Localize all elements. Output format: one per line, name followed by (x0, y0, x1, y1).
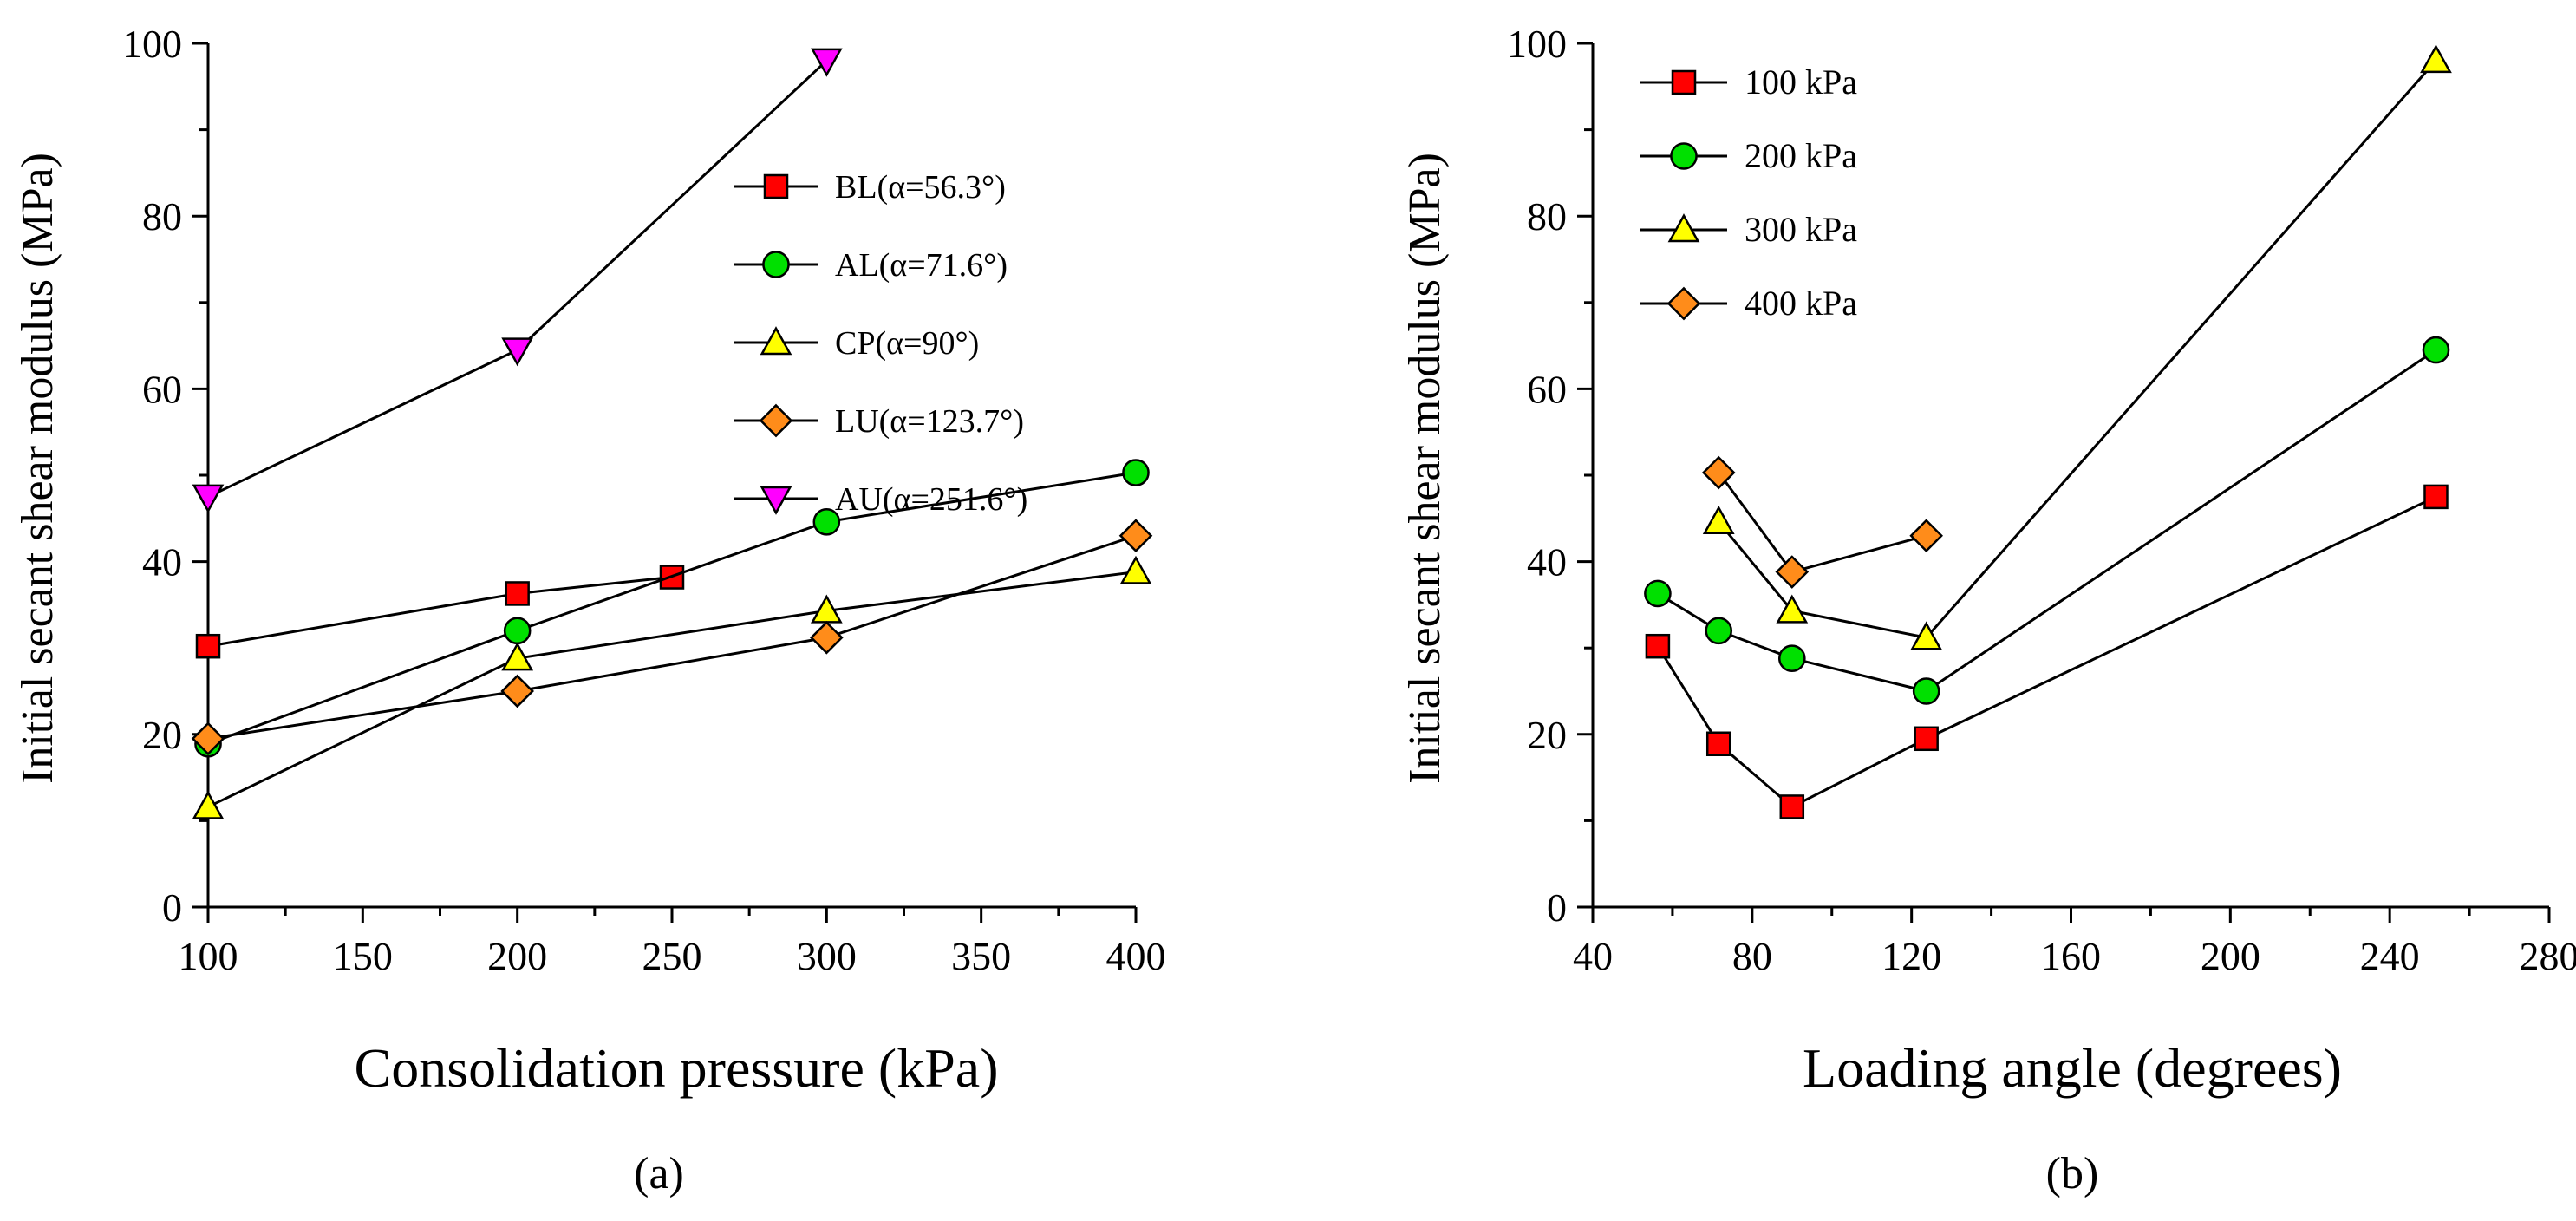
panel-a-y-tick-label: 80 (142, 194, 182, 238)
panel-a-data-point-al-71-6 (1122, 459, 1150, 486)
panel-a-data-point-cp-90 (1119, 555, 1152, 584)
panel-b-y-tick-label: 100 (1507, 22, 1567, 66)
panel-a-y-tick-label: 20 (142, 713, 182, 757)
panel-b-x-tick-label: 240 (2360, 934, 2420, 978)
chart-panel-b: 40 80 120 160 200 240 280 0 20 40 60 80 100 100 kPa 2… (1400, 22, 2576, 1198)
panel-a-y-tick-label: 0 (162, 885, 182, 930)
panel-a-y-tick-label: 60 (142, 367, 182, 411)
chart-panel-a: 100 150 200 250 300 350 400 0 20 40 60 80 100 BL(α=5… (13, 22, 1166, 1198)
panel-b-y-tick-label: 40 (1527, 540, 1567, 584)
panel-a-legend-marker-bl-56-3 (763, 173, 789, 199)
panel-b-legend-label-100-kpa: 100 kPa (1745, 62, 1857, 101)
panel-a-series-line-lu-123-7 (207, 534, 1137, 741)
panel-b-series-line-200-kpa (1657, 349, 2437, 693)
panel-a-data-point-bl-56-3 (195, 633, 221, 659)
panel-a-legend-label-cp-90: CP(α=90°) (835, 325, 979, 362)
panel-a-legend-marker-cp-90 (760, 326, 792, 356)
panel-a-x-tick-label: 200 (487, 934, 547, 978)
panel-b-data-point-300-kpa (1702, 505, 1735, 535)
panel-a-data-point-cp-90 (501, 642, 534, 671)
panel-a-data-point-lu-123-7 (810, 620, 844, 655)
panel-b-data-point-300-kpa (1910, 621, 1943, 650)
panel-b-x-tick-label: 120 (1881, 934, 1941, 978)
panel-b-legend-label-200-kpa: 200 kPa (1745, 136, 1857, 175)
panel-a-series-line-al-71-6 (207, 471, 1137, 746)
panel-a-ticks: 100 150 200 250 300 350 400 0 20 40 60 80 100 (122, 22, 1166, 978)
panel-a-data-point-au-251-6 (501, 337, 534, 367)
panel-a-data-point-al-71-6 (503, 617, 532, 645)
panel-b-data-point-100-kpa (2423, 484, 2449, 510)
panel-b-data-point-400-kpa (1909, 519, 1943, 553)
panel-a-y-axis-title: Initial secant shear modulus (MPa) (13, 153, 62, 784)
panel-a-legend-label-lu-123-7: LU(α=123.7°) (835, 403, 1024, 440)
panel-b-x-tick-label: 160 (2041, 934, 2101, 978)
panel-a-data-point-cp-90 (192, 790, 225, 819)
panel-a-legend: BL(α=56.3°) AL(α=71.6°) CP(α=90°) LU(α=123.… (734, 169, 1027, 518)
panel-a-x-tick-label: 300 (797, 934, 857, 978)
panel-b-legend-marker-100-kpa (1671, 69, 1697, 95)
panel-b-data-point-200-kpa (1777, 644, 1806, 672)
panel-b-legend-label-300-kpa: 300 kPa (1745, 210, 1857, 249)
panel-a-data-point-au-251-6 (192, 484, 225, 513)
panel-a-legend-label-bl-56-3: BL(α=56.3°) (835, 169, 1006, 206)
panel-b-data-point-100-kpa (1914, 726, 1939, 752)
panel-b-data-point-100-kpa (1779, 794, 1805, 819)
panel-b-data-point-100-kpa (1705, 731, 1731, 757)
panel-a-label: (a) (634, 1149, 684, 1198)
panel-a-y-tick-label: 100 (122, 22, 182, 66)
panel-b-ticks: 40 80 120 160 200 240 280 0 20 40 60 80 100 (1507, 22, 2576, 978)
panel-a-legend-label-au-251-6: AU(α=251.6°) (835, 481, 1027, 518)
panel-a-data-point-lu-123-7 (500, 674, 534, 708)
panel-b-series-line-300-kpa (1718, 59, 2437, 639)
panel-b-y-tick-label: 60 (1527, 367, 1567, 411)
panel-a-data-point-bl-56-3 (505, 581, 530, 606)
panel-b-x-axis-title: Loading angle (degrees) (1803, 1037, 2342, 1099)
panel-b-data-point-300-kpa (1776, 594, 1809, 624)
panel-b-legend-marker-400-kpa (1666, 286, 1701, 321)
panel-a-data-point-au-251-6 (810, 48, 843, 77)
panel-a-y-tick-label: 40 (142, 540, 182, 584)
panel-a-x-tick-label: 150 (333, 934, 393, 978)
panel-b-data-point-200-kpa (1644, 579, 1672, 608)
panel-b-series-line-400-kpa (1718, 472, 1927, 574)
panel-b-y-tick-label: 20 (1527, 713, 1567, 757)
panel-a-legend-marker-al-71-6 (762, 251, 790, 278)
panel-b-data-point-300-kpa (2420, 44, 2452, 74)
panel-a-legend-marker-lu-123-7 (759, 403, 793, 438)
panel-b-x-tick-label: 200 (2201, 934, 2260, 978)
panel-a-x-tick-label: 350 (951, 934, 1011, 978)
panel-b-y-axis-title: Initial secant shear modulus (MPa) (1400, 153, 1450, 784)
panel-b-y-tick-label: 80 (1527, 194, 1567, 238)
panel-b-data-point-200-kpa (1912, 677, 1940, 705)
panel-b-legend-label-400-kpa: 400 kPa (1745, 284, 1857, 323)
panel-b-legend: 100 kPa 200 kPa 300 kPa 400 kPa (1640, 62, 1857, 323)
panel-b-data-point-400-kpa (1775, 555, 1810, 589)
panel-b-data-point-200-kpa (1705, 617, 1733, 645)
panel-a-x-tick-label: 100 (179, 934, 238, 978)
panel-a-series-line-au-251-6 (207, 59, 828, 499)
panel-b-legend-marker-300-kpa (1667, 213, 1700, 243)
panel-a-series (191, 48, 1153, 819)
panel-a-series-line-cp-90 (207, 571, 1137, 808)
panel-a-x-tick-label: 250 (642, 934, 702, 978)
panel-a-x-axis-title: Consolidation pressure (kPa) (355, 1037, 999, 1099)
panel-a-legend-marker-au-251-6 (760, 486, 792, 515)
panel-a-data-point-al-71-6 (812, 507, 841, 536)
panel-b-data-point-200-kpa (2422, 336, 2450, 364)
panel-b-x-tick-label: 80 (1732, 934, 1772, 978)
panel-b-data-point-100-kpa (1645, 633, 1671, 659)
panel-b-label: (b) (2046, 1149, 2099, 1198)
panel-a-legend-label-al-71-6: AL(α=71.6°) (835, 247, 1008, 284)
panel-b-data-point-400-kpa (1701, 455, 1736, 490)
panel-b-y-tick-label: 0 (1547, 885, 1567, 930)
panel-a-data-point-lu-123-7 (1118, 519, 1153, 553)
panel-b-x-tick-label: 280 (2520, 934, 2576, 978)
panel-a-x-tick-label: 400 (1106, 934, 1166, 978)
panel-b-x-tick-label: 40 (1573, 934, 1613, 978)
panel-a-data-point-lu-123-7 (191, 722, 225, 756)
panel-a-series-line-bl-56-3 (207, 576, 673, 648)
panel-b-legend-marker-200-kpa (1670, 142, 1698, 170)
panel-b-series (1644, 44, 2452, 819)
